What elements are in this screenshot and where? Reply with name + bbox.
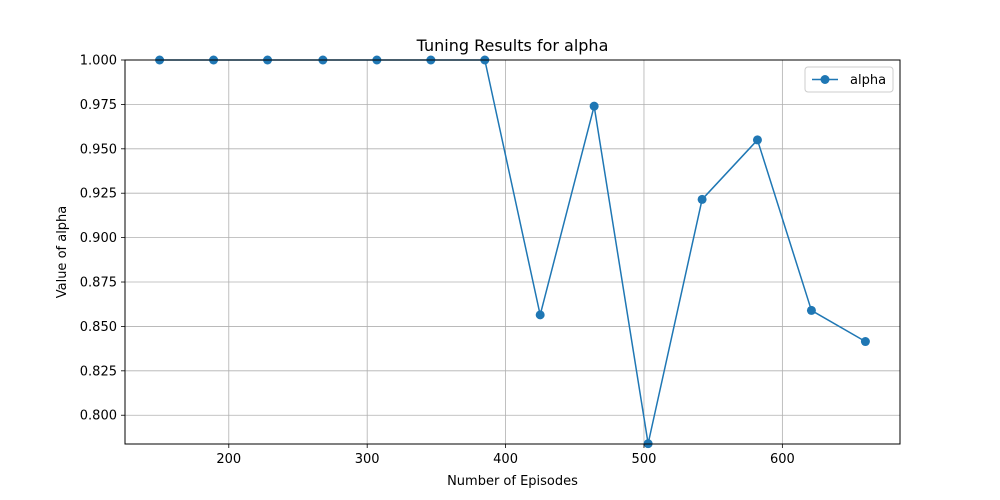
legend: alpha: [804, 66, 894, 93]
x-axis-label: Number of Episodes: [447, 474, 578, 489]
y-axis-label: Value of alpha: [55, 206, 70, 299]
data-point: [697, 194, 707, 204]
data-point: [752, 135, 762, 145]
legend-label: alpha: [850, 73, 886, 88]
data-point: [589, 101, 599, 111]
x-axis: 200 300 400 500 600: [216, 444, 795, 467]
data-point: [860, 337, 870, 347]
y-tick-label: 0.875: [80, 276, 117, 291]
legend-box: [804, 66, 894, 93]
y-axis: 0.800 0.825 0.850 0.875 0.900 0.925 0.950 0.975…: [80, 54, 125, 424]
series-layer: [155, 55, 870, 449]
y-tick-label: 0.925: [80, 187, 117, 202]
y-tick-label: 0.850: [80, 320, 117, 335]
x-tick-label: 500: [632, 452, 657, 467]
x-tick-label: 200: [216, 452, 241, 467]
x-tick-label: 300: [355, 452, 380, 467]
y-tick-label: 0.800: [80, 409, 117, 424]
data-point: [535, 310, 545, 320]
chart-title: Tuning Results for alpha: [416, 36, 609, 55]
y-tick-label: 0.900: [80, 231, 117, 246]
y-tick-label: 1.000: [80, 54, 117, 69]
axes-frame: [124, 59, 901, 445]
data-point: [806, 305, 816, 315]
x-tick-label: 400: [493, 452, 518, 467]
y-tick-label: 0.950: [80, 142, 117, 157]
legend-marker: [820, 75, 830, 84]
x-tick-label: 600: [770, 452, 795, 467]
y-tick-label: 0.825: [80, 364, 117, 379]
y-tick-label: 0.975: [80, 98, 117, 113]
